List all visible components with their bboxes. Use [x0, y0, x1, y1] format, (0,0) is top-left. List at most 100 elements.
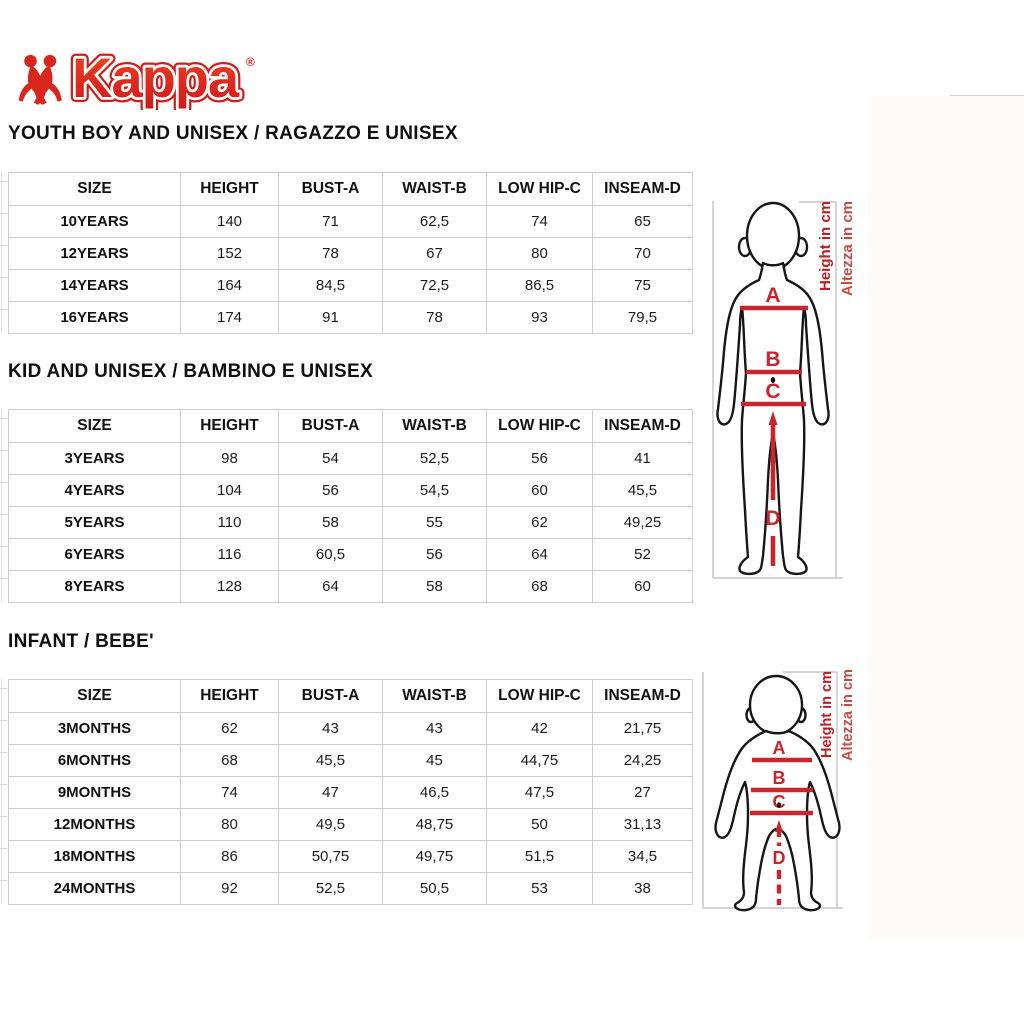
value-cell: 58	[278, 506, 383, 539]
value-cell: 79,5	[592, 301, 693, 334]
infant-figure-svg: A B C D Height in cm Altezza in cm	[702, 669, 856, 912]
bust-label: A	[765, 284, 780, 307]
value-cell: 53	[486, 872, 593, 905]
column-header: HEIGHT	[180, 409, 279, 443]
value-cell: 38	[592, 872, 693, 905]
table-row: 16YEARS 174 91 78 93 79,5	[8, 301, 693, 334]
value-cell: 56	[278, 474, 383, 507]
column-header: SIZE	[8, 679, 181, 713]
inseam-label: D	[765, 507, 780, 530]
value-cell: 140	[180, 205, 279, 238]
crop-artifact-tick	[0, 880, 7, 881]
column-header: WAIST-B	[382, 679, 487, 713]
table-row: 12YEARS 152 78 67 80 70	[8, 237, 693, 270]
crop-artifact-tick	[0, 418, 7, 419]
crop-artifact-tick	[0, 688, 7, 689]
value-cell: 43	[278, 712, 383, 745]
column-header: WAIST-B	[382, 172, 487, 206]
value-cell: 44,75	[486, 744, 593, 777]
crop-artifact-tick	[0, 784, 7, 785]
kappa-omini-icon	[18, 54, 62, 105]
height-caption-it: Altezza in cm	[840, 669, 856, 761]
value-cell: 68	[180, 744, 279, 777]
value-cell: 74	[180, 776, 279, 809]
header-row: SIZE HEIGHT BUST-A WAIST-B LOW HIP-C INSEAM-D	[8, 172, 693, 206]
table-wrap-kid: SIZE HEIGHT BUST-A WAIST-B LOW HIP-C INSEAM-D…	[0, 409, 693, 603]
value-cell: 62	[180, 712, 279, 745]
value-cell: 71	[278, 205, 383, 238]
crop-artifact-line	[1, 679, 2, 904]
header-row: SIZE HEIGHT BUST-A WAIST-B LOW HIP-C INSEAM-D	[8, 409, 693, 443]
size-cell: 3YEARS	[8, 442, 181, 475]
value-cell: 67	[382, 237, 487, 270]
height-measure-frame	[712, 201, 843, 579]
value-cell: 47	[278, 776, 383, 809]
value-cell: 45,5	[592, 474, 693, 507]
crop-artifact-tick	[0, 450, 7, 451]
value-cell: 65	[592, 205, 693, 238]
column-header: LOW HIP-C	[486, 409, 593, 443]
size-cell: 16YEARS	[8, 301, 181, 334]
table-row: 14YEARS 164 84,5 72,5 86,5 75	[8, 269, 693, 302]
crop-artifact-tick	[0, 213, 7, 214]
value-cell: 24,25	[592, 744, 693, 777]
value-cell: 60	[486, 474, 593, 507]
crop-artifact-line	[1, 409, 2, 602]
table-row: 4YEARS 104 56 54,5 60 45,5	[8, 474, 693, 507]
infant-body-outline-icon	[714, 674, 841, 912]
value-cell: 48,75	[382, 808, 487, 841]
column-header: WAIST-B	[382, 409, 487, 443]
value-cell: 174	[180, 301, 279, 334]
column-header: HEIGHT	[180, 172, 279, 206]
size-cell: 6MONTHS	[8, 744, 181, 777]
value-cell: 152	[180, 237, 279, 270]
value-cell: 62	[486, 506, 593, 539]
crop-artifact-line	[1, 172, 2, 333]
value-cell: 86,5	[486, 269, 593, 302]
column-header: BUST-A	[278, 172, 383, 206]
table-row: 8YEARS 128 64 58 68 60	[8, 570, 693, 603]
size-table-infant: SIZE HEIGHT BUST-A WAIST-B LOW HIP-C INSEAM-D…	[8, 679, 693, 905]
value-cell: 128	[180, 570, 279, 603]
table-row: 9MONTHS 74 47 46,5 47,5 27	[8, 776, 693, 809]
value-cell: 80	[486, 237, 593, 270]
value-cell: 21,75	[592, 712, 693, 745]
crop-artifact-tick	[0, 482, 7, 483]
value-cell: 116	[180, 538, 279, 571]
size-cell: 6YEARS	[8, 538, 181, 571]
value-cell: 92	[180, 872, 279, 905]
value-cell: 50	[486, 808, 593, 841]
size-table-youth: SIZE HEIGHT BUST-A WAIST-B LOW HIP-C INSEAM-D…	[8, 172, 693, 334]
value-cell: 56	[382, 538, 487, 571]
size-cell: 12YEARS	[8, 237, 181, 270]
value-cell: 70	[592, 237, 693, 270]
size-cell: 3MONTHS	[8, 712, 181, 745]
size-cell: 14YEARS	[8, 269, 181, 302]
value-cell: 46,5	[382, 776, 487, 809]
value-cell: 60,5	[278, 538, 383, 571]
measurement-lines	[740, 305, 808, 566]
waist-label: B	[765, 348, 780, 371]
value-cell: 91	[278, 301, 383, 334]
value-cell: 52,5	[278, 872, 383, 905]
youth-figure-svg: A B C D Height in cm Altezza in cm	[712, 201, 856, 579]
value-cell: 45	[382, 744, 487, 777]
low-hip-label: C	[773, 792, 786, 812]
value-cell: 54,5	[382, 474, 487, 507]
crop-artifact-tick	[0, 848, 7, 849]
crop-artifact-tick	[0, 181, 7, 182]
value-cell: 51,5	[486, 840, 593, 873]
inseam-label: D	[773, 848, 786, 868]
size-cell: 12MONTHS	[8, 808, 181, 841]
value-cell: 72,5	[382, 269, 487, 302]
value-cell: 104	[180, 474, 279, 507]
value-cell: 78	[382, 301, 487, 334]
height-caption-en: Height in cm	[817, 201, 834, 291]
value-cell: 58	[382, 570, 487, 603]
value-cell: 34,5	[592, 840, 693, 873]
value-cell: 80	[180, 808, 279, 841]
column-header: HEIGHT	[180, 679, 279, 713]
column-header: LOW HIP-C	[486, 172, 593, 206]
column-header: BUST-A	[278, 409, 383, 443]
